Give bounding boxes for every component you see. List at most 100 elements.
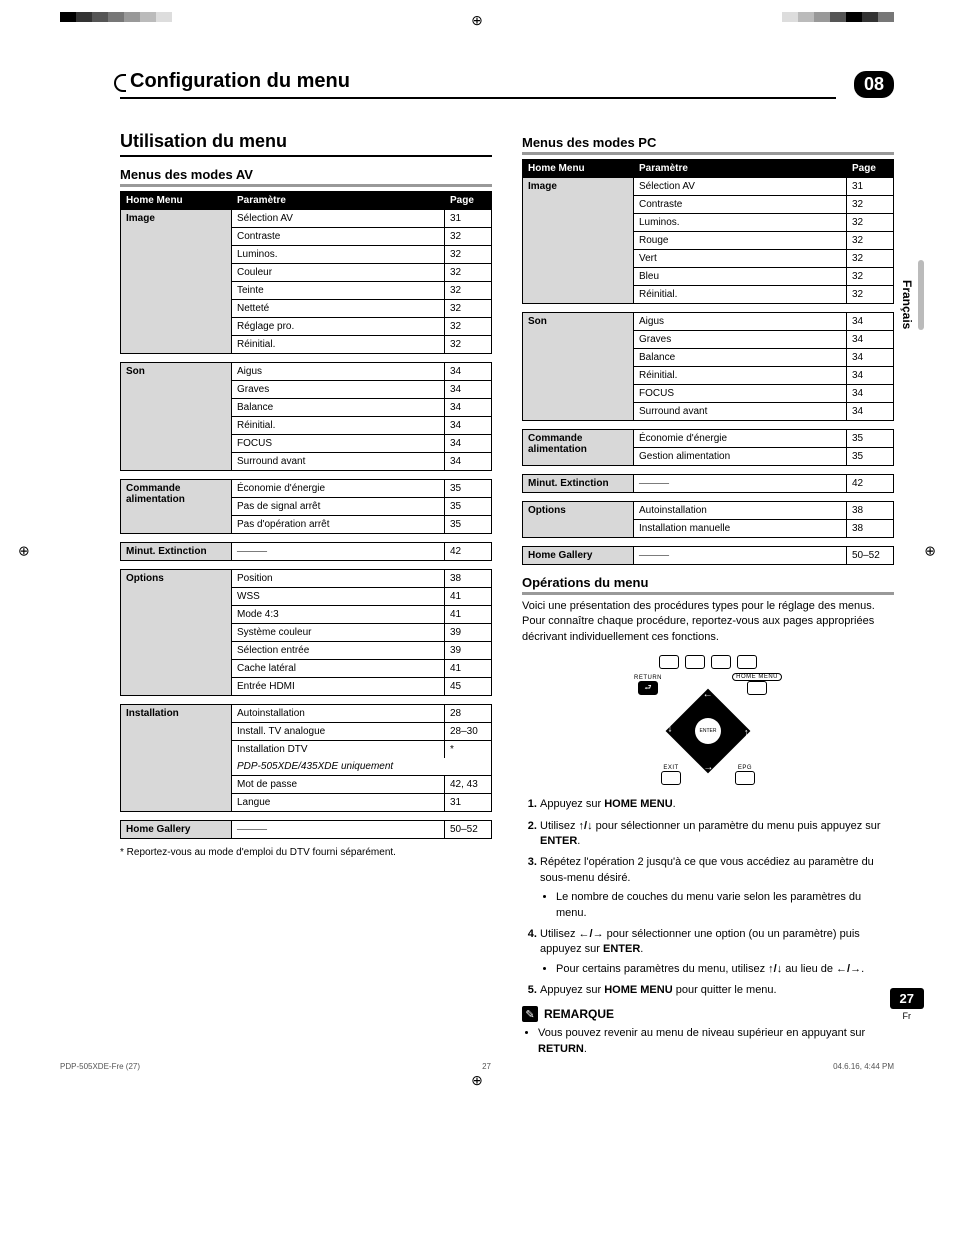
step-5: Appuyez sur HOME MENU pour quitter le me… — [540, 983, 894, 998]
step-2: Utilisez ↑/↓ pour sélectionner un paramè… — [540, 819, 894, 850]
table-row: Minut. Extinction———42 — [121, 543, 492, 561]
table-row: InstallationAutoinstallation28 — [121, 705, 492, 723]
page-cell: 28 — [445, 705, 492, 723]
page-cell: 41 — [445, 588, 492, 606]
param-cell: Bleu — [634, 268, 847, 286]
page-cell: 34 — [847, 403, 894, 421]
table-row: Commande alimentationÉconomie d'énergie3… — [121, 480, 492, 498]
page-cell: 50–52 — [847, 547, 894, 565]
chapter-number-badge: 08 — [854, 71, 894, 98]
param-cell: Teinte — [232, 282, 445, 300]
param-cell: Graves — [634, 331, 847, 349]
param-cell: Position — [232, 570, 445, 588]
param-cell: Autoinstallation — [232, 705, 445, 723]
param-cell: ——— — [232, 821, 445, 839]
page-cell: 50–52 — [445, 821, 492, 839]
left-column: Utilisation du menu Menus des modes AV H… — [120, 111, 492, 1061]
page-cell: 39 — [445, 624, 492, 642]
section-title-utilisation: Utilisation du menu — [120, 131, 492, 157]
page-cell: * — [445, 741, 492, 759]
param-cell: FOCUS — [232, 435, 445, 453]
page-cell: 32 — [445, 264, 492, 282]
page-cell: 42, 43 — [445, 776, 492, 794]
table-row: OptionsAutoinstallation38 — [523, 502, 894, 520]
page-cell: 38 — [847, 502, 894, 520]
page-cell: 42 — [445, 543, 492, 561]
page-cell: 32 — [847, 268, 894, 286]
page-fr-label: Fr — [890, 1011, 924, 1021]
operation-steps: Appuyez sur HOME MENU. Utilisez ↑/↓ pour… — [522, 797, 894, 998]
table-row: Commande alimentationÉconomie d'énergie3… — [523, 430, 894, 448]
param-cell: Réglage pro. — [232, 318, 445, 336]
pencil-icon: ✎ — [522, 1006, 538, 1022]
page-cell: 34 — [847, 385, 894, 403]
page-cell: 35 — [445, 498, 492, 516]
table-header: Page — [847, 160, 894, 178]
param-cell: Autoinstallation — [634, 502, 847, 520]
table-header: Home Menu — [523, 160, 634, 178]
menu-table: InstallationAutoinstallation28Install. T… — [120, 704, 492, 812]
page-cell: 34 — [445, 399, 492, 417]
table-row: Home Gallery———50–52 — [523, 547, 894, 565]
step-3-sub: Le nombre de couches du menu varie selon… — [556, 890, 894, 921]
param-cell: Mot de passe — [232, 776, 445, 794]
table-row: SonAigus34 — [121, 363, 492, 381]
remark-heading: ✎ REMARQUE — [522, 1006, 894, 1022]
epg-button-icon — [735, 771, 755, 785]
page-number-badge: 27 Fr — [890, 988, 924, 1021]
table-row: Home Gallery———50–52 — [121, 821, 492, 839]
registration-mark-right: ⊕ — [924, 542, 936, 559]
param-cell: Entrée HDMI — [232, 678, 445, 696]
remote-diagram: RETURN ⮐ HOME MENU ↑ ↓ ← → ENTER — [618, 655, 798, 787]
param-cell: Réinitial. — [634, 367, 847, 385]
param-cell: Économie d'énergie — [232, 480, 445, 498]
param-cell: Rouge — [634, 232, 847, 250]
group-cell: Image — [121, 210, 232, 354]
param-cell: Contraste — [232, 228, 445, 246]
table-row: SonAigus34 — [523, 313, 894, 331]
exit-button-icon — [661, 771, 681, 785]
param-cell: Contraste — [634, 196, 847, 214]
param-cell: Luminos. — [232, 246, 445, 264]
menu-table: OptionsPosition38WSS41Mode 4:341Système … — [120, 569, 492, 696]
page-cell: 41 — [445, 606, 492, 624]
page-cell: 42 — [847, 475, 894, 493]
page-cell: 34 — [445, 453, 492, 471]
step-4: Utilisez ←/→ pour sélectionner une optio… — [540, 927, 894, 977]
remote-small-btn — [711, 655, 731, 669]
page-cell: 32 — [445, 282, 492, 300]
param-cell: Réinitial. — [232, 336, 445, 354]
language-tab: Français — [900, 280, 914, 329]
page-cell: 38 — [445, 570, 492, 588]
param-cell: FOCUS — [634, 385, 847, 403]
param-cell: Netteté — [232, 300, 445, 318]
remote-label-home-menu: HOME MENU — [732, 673, 782, 681]
page-number: 27 — [890, 988, 924, 1009]
footer-left: PDP-505XDE-Fre (27) — [60, 1062, 140, 1071]
remark-text: Vous pouvez revenir au menu de niveau su… — [538, 1026, 894, 1057]
page-cell: 32 — [847, 250, 894, 268]
param-cell: Surround avant — [232, 453, 445, 471]
menu-table: Home MenuParamètrePageImageSélection AV3… — [522, 159, 894, 304]
page-cell: 31 — [445, 794, 492, 812]
param-cell: Langue — [232, 794, 445, 812]
param-cell: WSS — [232, 588, 445, 606]
param-cell: ——— — [634, 547, 847, 565]
param-cell: Économie d'énergie — [634, 430, 847, 448]
arrow-left-icon: ← — [703, 689, 713, 700]
menu-table: Home MenuParamètrePageImageSélection AV3… — [120, 191, 492, 354]
return-button-icon: ⮐ — [638, 681, 658, 695]
footer-center: 27 — [482, 1062, 491, 1071]
table-title-av: Menus des modes AV — [120, 167, 492, 187]
registration-mark-bottom: ⊕ — [471, 1072, 483, 1089]
page-cell: 31 — [445, 210, 492, 228]
param-cell: Sélection AV — [232, 210, 445, 228]
group-cell: Son — [121, 363, 232, 471]
remote-dpad: ↑ ↓ ← → ENTER — [666, 689, 751, 774]
registration-mark-top: ⊕ — [471, 12, 483, 29]
param-cell: Surround avant — [634, 403, 847, 421]
page-cell: 28–30 — [445, 723, 492, 741]
page-cell: 32 — [445, 228, 492, 246]
table-header: Home Menu — [121, 192, 232, 210]
note-cell: PDP-505XDE/435XDE uniquement — [232, 758, 492, 776]
